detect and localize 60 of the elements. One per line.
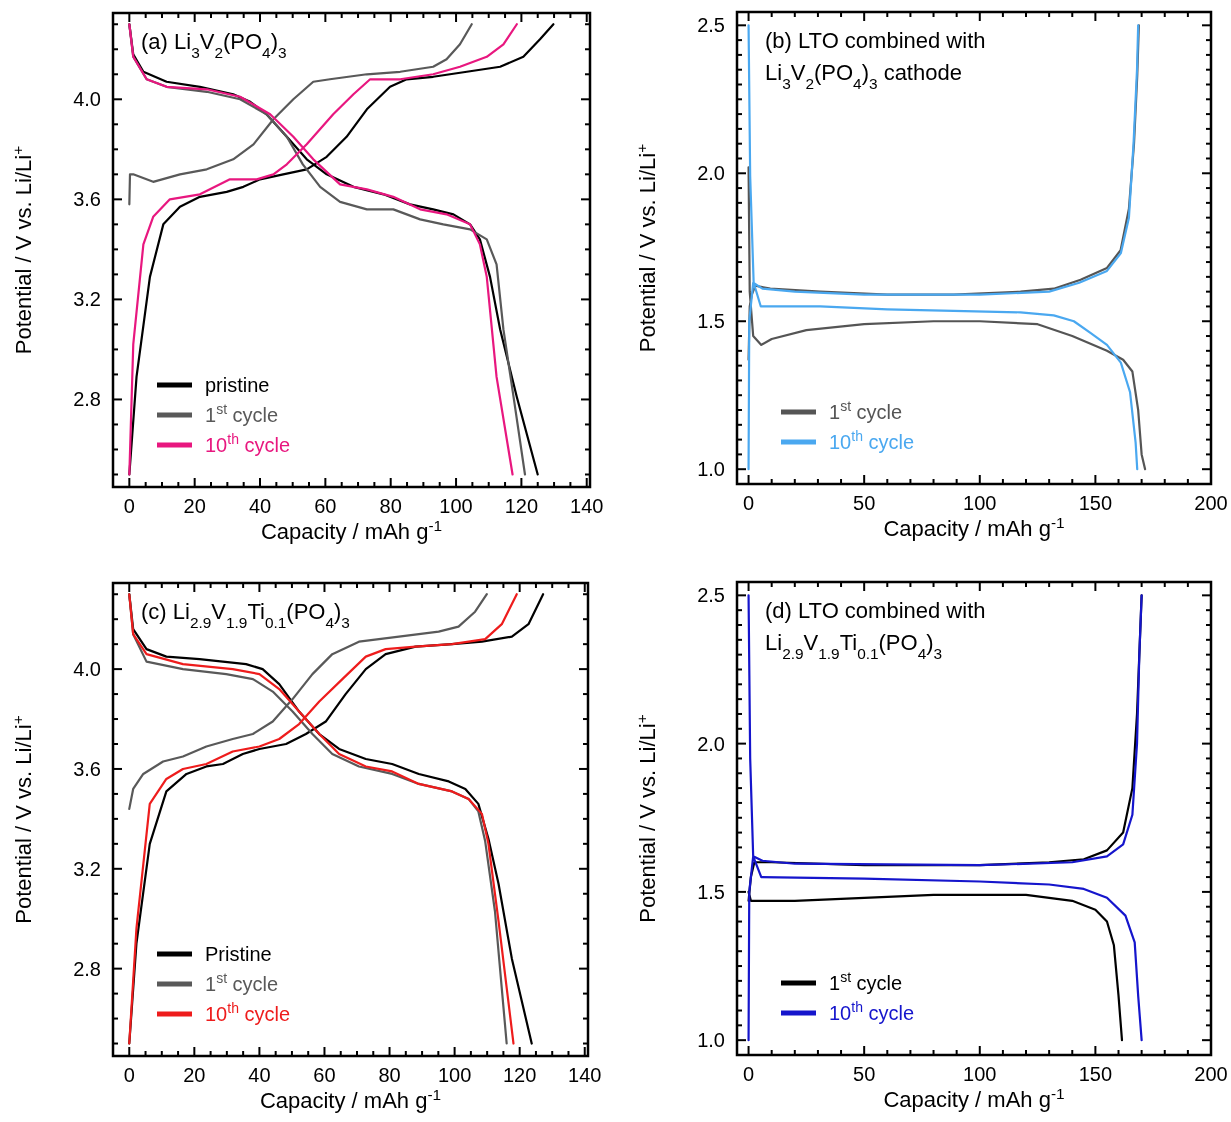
x-tick-label: 100 [437, 1064, 472, 1086]
text: (a) Li$_{3}$V$_{2}$(PO$_{4}$)$_{3}$ [141, 29, 287, 61]
y-tick-label: 4.0 [73, 88, 101, 111]
x-tick-label: 60 [313, 1064, 336, 1086]
y-tick-label: 2.0 [697, 732, 725, 755]
x-tick-label: 200 [1194, 1063, 1228, 1085]
x-tick-label: 140 [568, 1064, 602, 1086]
legend-label: 10$^{th}$ cycle [829, 428, 915, 453]
legend-label: 1$^{st}$ cycle [829, 398, 903, 423]
y-tick-label: 1.5 [697, 880, 725, 903]
x-tick-label: 120 [504, 495, 539, 517]
y-tick-label: 4.0 [73, 658, 101, 681]
chart-title: (d) LTO combined with Li$_{2.9}$V$_{1.9}$Ti$_{0.1}$(PO$_{4}$)$_{3}$ [765, 598, 986, 662]
x-tick-label: 200 [1194, 492, 1228, 514]
x-tick-label: 50 [853, 492, 876, 514]
x-tick-label: 150 [1078, 492, 1113, 514]
y-tick-label: 3.2 [73, 857, 101, 880]
legend-label: 1$^{st}$ cycle [205, 401, 279, 426]
chart-title: (c) Li$_{2.9}$V$_{1.9}$Ti$_{0.1}$(PO$_{4}$)$_{3}$ [141, 599, 350, 631]
y-tick-label: 3.2 [73, 288, 101, 311]
y-tick-label: 3.6 [73, 188, 101, 211]
x-tick-label: 100 [439, 495, 473, 517]
y-tick-label: 1.0 [697, 458, 725, 481]
x-axis-title: Capacity / mAh g$^{-1}$ [883, 1084, 1065, 1112]
chart-title: (b) LTO combined with Li$_{3}$V$_{2}$(PO$_{4}$)$_{3}$ cathode [765, 28, 986, 92]
x-tick-label: 100 [963, 492, 997, 514]
x-axis-title: Capacity / mAh g$^{-1}$ [259, 1085, 442, 1113]
x-tick-label: 0 [123, 1064, 135, 1086]
legend-label: 1$^{st}$ cycle [829, 969, 903, 994]
y-tick-label: 2.5 [697, 14, 725, 37]
x-tick-label: 40 [248, 495, 272, 517]
x-tick-label: 40 [248, 1064, 271, 1086]
x-tick-label: 100 [963, 1063, 997, 1085]
x-tick-label: 0 [123, 495, 135, 517]
y-tick-label: 1.0 [697, 1029, 725, 1052]
y-tick-label: 1.5 [697, 310, 725, 333]
legend-label: 10$^{th}$ cycle [205, 431, 291, 456]
x-tick-label: 150 [1078, 1063, 1113, 1085]
x-axis-title: Capacity / mAh g$^{-1}$ [883, 513, 1065, 541]
x-tick-label: 140 [570, 495, 604, 517]
x-tick-label: 50 [853, 1063, 876, 1085]
y-tick-label: 2.5 [697, 584, 725, 607]
legend-label: 1$^{st}$ cycle [205, 970, 279, 995]
y-tick-label: 2.0 [697, 162, 725, 185]
x-tick-label: 80 [379, 495, 402, 517]
legend-label: Pristine [205, 943, 272, 965]
legend-label: 10$^{th}$ cycle [205, 1000, 291, 1025]
x-tick-label: 20 [183, 495, 206, 517]
y-tick-label: 2.8 [73, 388, 101, 411]
x-tick-label: 60 [314, 495, 337, 517]
x-tick-label: 0 [743, 492, 755, 514]
y-tick-label: 3.6 [73, 757, 101, 780]
legend-label: pristine [205, 374, 270, 396]
y-tick-label: 2.8 [73, 957, 101, 980]
x-tick-label: 20 [183, 1064, 206, 1086]
x-tick-label: 80 [378, 1064, 401, 1086]
x-axis-title: Capacity / mAh g$^{-1}$ [260, 516, 443, 544]
legend-label: 10$^{th}$ cycle [829, 999, 915, 1024]
x-tick-label: 120 [502, 1064, 537, 1086]
x-tick-label: 0 [743, 1063, 755, 1085]
